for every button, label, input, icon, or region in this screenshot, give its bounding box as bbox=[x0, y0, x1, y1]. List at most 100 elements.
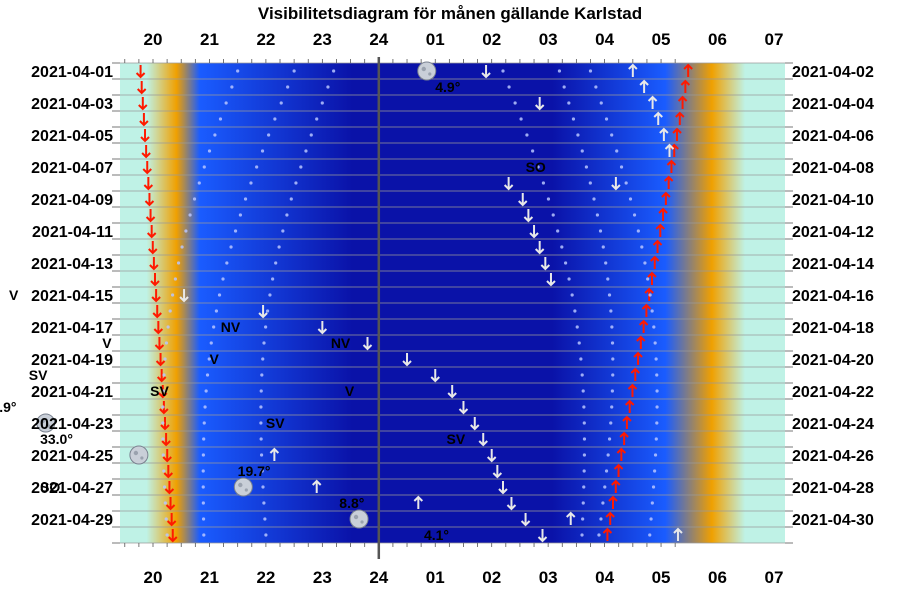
moon-crater bbox=[140, 456, 144, 460]
moon-crater bbox=[40, 418, 45, 424]
moonset-arrow bbox=[611, 177, 621, 191]
altitude-dot bbox=[582, 405, 586, 409]
altitude-dot bbox=[289, 197, 293, 201]
sunrise-arrow bbox=[611, 479, 621, 493]
left-date-label: 2021-04-15 bbox=[31, 288, 113, 305]
altitude-dot bbox=[640, 245, 644, 249]
sunset-arrow bbox=[166, 513, 177, 527]
sunrise-arrow bbox=[675, 111, 685, 125]
annotation-label: V bbox=[345, 383, 355, 399]
altitude-dot bbox=[164, 517, 168, 521]
sunset-arrow-head bbox=[148, 248, 158, 255]
altitude-dot bbox=[201, 469, 205, 473]
bottom-tick-label: 01 bbox=[426, 568, 445, 587]
bottom-tick-label: 23 bbox=[313, 568, 332, 587]
moonset-arrow bbox=[503, 177, 514, 191]
sunset-arrow bbox=[165, 497, 176, 511]
moonset-arrow bbox=[546, 273, 556, 287]
altitude-dot bbox=[188, 213, 192, 217]
altitude-dot bbox=[581, 389, 585, 393]
altitude-dot bbox=[260, 149, 265, 153]
altitude-dot bbox=[162, 373, 166, 377]
sunset-arrow-head bbox=[166, 520, 177, 527]
altitude-dot bbox=[260, 373, 264, 377]
left-date-label: 2021-04-19 bbox=[31, 352, 113, 369]
right-date-label: 2021-04-16 bbox=[792, 288, 874, 305]
bottom-tick-label: 20 bbox=[144, 568, 163, 587]
top-tick-label: 23 bbox=[313, 30, 332, 49]
altitude-dot bbox=[202, 165, 206, 169]
sunrise-arrow-head bbox=[655, 223, 666, 230]
sunrise-arrow bbox=[608, 495, 618, 509]
sunset-arrow-head bbox=[145, 216, 156, 223]
altitude-dot bbox=[260, 469, 264, 473]
moonset-arrow bbox=[534, 97, 545, 111]
sunrise-arrow bbox=[602, 527, 613, 541]
sunset-arrow bbox=[143, 177, 154, 191]
altitude-dot bbox=[592, 197, 596, 201]
annotation-label: NV bbox=[331, 335, 351, 351]
altitude-dot bbox=[655, 389, 659, 393]
moonrise-arrow bbox=[269, 447, 280, 461]
altitude-dot bbox=[599, 517, 603, 521]
moonset-arrow-head bbox=[492, 472, 503, 479]
bottom-tick-labels: 20 21 22 23 24 01 02 03 04 05 06 07 bbox=[144, 568, 784, 587]
altitude-dot bbox=[162, 469, 166, 473]
altitude-dot bbox=[650, 309, 654, 313]
sunrise-arrow bbox=[633, 351, 643, 365]
altitude-dot bbox=[649, 517, 653, 521]
sunrise-arrow bbox=[638, 319, 649, 333]
sunset-arrow bbox=[152, 305, 162, 319]
sunrise-arrow-head bbox=[608, 495, 618, 502]
moonrise-arrow-head bbox=[413, 495, 424, 502]
moonset-arrow-head bbox=[258, 312, 268, 319]
moonset-arrow-head bbox=[402, 360, 412, 367]
altitude-dot bbox=[264, 325, 268, 329]
altitude-dot bbox=[163, 357, 167, 361]
moon-markers bbox=[36, 61, 437, 529]
sunrise-arrow bbox=[647, 271, 657, 285]
moonset-arrow-head bbox=[537, 536, 548, 543]
sunset-arrow-head bbox=[141, 152, 151, 159]
altitude-dot bbox=[655, 405, 659, 409]
moon-crater bbox=[47, 424, 51, 428]
annotation-label: 4.1° bbox=[424, 527, 449, 543]
sunset-arrow-head bbox=[151, 296, 161, 303]
moon-crater bbox=[244, 488, 248, 492]
right-date-label: 2021-04-10 bbox=[792, 192, 874, 209]
sunset-arrow bbox=[150, 273, 160, 287]
sunset-arrow bbox=[138, 97, 148, 111]
altitude-dot bbox=[655, 373, 659, 377]
sunrise-arrow-head bbox=[602, 527, 613, 534]
sunset-arrow bbox=[136, 81, 147, 95]
moonset-arrow bbox=[518, 193, 528, 207]
sunset-arrow bbox=[149, 257, 159, 271]
sunrise-arrow-head bbox=[663, 175, 674, 182]
altitude-dot bbox=[161, 453, 165, 457]
altitude-dot bbox=[610, 405, 614, 409]
annotation-label: V bbox=[209, 351, 219, 367]
altitude-dot bbox=[326, 85, 330, 89]
left-date-label: 2021-04-17 bbox=[31, 320, 113, 337]
top-tick-labels: 20 21 22 23 24 01 02 03 04 05 06 07 bbox=[144, 30, 784, 49]
altitude-dot bbox=[653, 341, 657, 345]
sunrise-arrow bbox=[658, 207, 668, 221]
moonset-arrow bbox=[534, 241, 545, 255]
sunset-arrow bbox=[141, 145, 151, 159]
sunrise-arrow bbox=[624, 399, 635, 413]
moonset-arrow-head bbox=[540, 264, 551, 271]
moonset-arrow bbox=[492, 465, 503, 479]
left-date-label: 2021-04-25 bbox=[31, 448, 113, 465]
moonset-arrow-head bbox=[430, 376, 440, 383]
moonrise-arrow bbox=[659, 127, 669, 141]
top-tick-label: 07 bbox=[764, 30, 783, 49]
sunrise-arrow-head bbox=[633, 351, 643, 358]
altitude-dot bbox=[161, 389, 165, 393]
sunrise-arrow-head bbox=[611, 479, 621, 486]
sunset-arrow-head bbox=[136, 88, 147, 95]
moonset-arrow-head bbox=[518, 200, 528, 207]
sunrise-arrow bbox=[666, 159, 677, 173]
altitude-dot bbox=[604, 117, 609, 121]
moonset-arrow bbox=[540, 257, 551, 271]
moonset-arrow bbox=[537, 529, 548, 543]
